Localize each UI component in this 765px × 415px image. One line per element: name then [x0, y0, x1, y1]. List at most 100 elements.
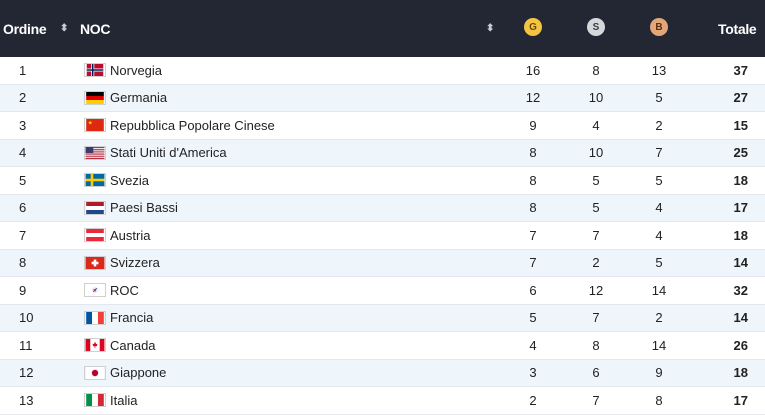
rank-cell: 8: [19, 255, 27, 271]
svg-text:★: ★: [88, 120, 93, 127]
table-row[interactable]: 13 Italia 2 7 8 17: [0, 387, 765, 415]
country-name[interactable]: Francia: [110, 310, 154, 326]
gold-count: 7: [529, 255, 537, 271]
bronze-count: 2: [655, 310, 663, 326]
rank-cell: 1: [19, 62, 27, 78]
bronze-medal-icon[interactable]: B: [650, 18, 668, 36]
country-name[interactable]: Canada: [110, 337, 156, 353]
rank-cell: 11: [19, 337, 33, 353]
silver-count: 7: [592, 310, 600, 326]
silver-count: 5: [592, 200, 600, 216]
table-row[interactable]: 8 Svizzera 7 2 5 14: [0, 249, 765, 277]
silver-medal-icon[interactable]: S: [587, 18, 605, 36]
gold-medal-icon[interactable]: G: [524, 18, 542, 36]
bronze-count: 5: [655, 172, 663, 188]
roc-flag-icon: [84, 283, 106, 298]
gold-count: 12: [525, 90, 541, 106]
germany-flag-icon: [84, 90, 106, 105]
netherlands-flag-icon: [84, 200, 106, 215]
country-name[interactable]: Svezia: [110, 172, 150, 188]
total-count: 25: [733, 145, 748, 161]
silver-count: 8: [592, 337, 600, 353]
rank-cell: 9: [19, 282, 27, 298]
header-rank[interactable]: Ordine: [3, 20, 47, 37]
total-count: 14: [733, 255, 748, 271]
country-name[interactable]: Repubblica Popolare Cinese: [110, 117, 275, 133]
country-name[interactable]: Italia: [110, 392, 138, 408]
country-name[interactable]: Stati Uniti d'America: [110, 145, 227, 161]
table-row[interactable]: 10 Francia 5 7 2 14: [0, 304, 765, 332]
table-header: Ordine ⬍ NOC ⬍ G S B Totale: [0, 0, 765, 57]
table-row[interactable]: 2 Germania 12 10 5 27: [0, 84, 765, 112]
gold-count: 16: [525, 62, 541, 78]
silver-count: 4: [592, 117, 600, 133]
rank-cell: 3: [19, 117, 27, 133]
country-name[interactable]: ROC: [110, 282, 139, 298]
table-row[interactable]: 3 ★ Repubblica Popolare Cinese 9 4 2 15: [0, 112, 765, 140]
table-row[interactable]: 9 ROC 6 12 14 32: [0, 277, 765, 305]
italy-flag-icon: [84, 393, 106, 408]
total-count: 26: [733, 337, 748, 353]
gold-count: 7: [529, 227, 537, 243]
rank-cell: 12: [19, 365, 34, 381]
rank-cell: 13: [19, 392, 34, 408]
silver-count: 8: [592, 62, 600, 78]
france-flag-icon: [84, 310, 106, 325]
header-total[interactable]: Totale: [718, 20, 757, 37]
usa-flag-icon: [84, 145, 106, 160]
total-count: 14: [733, 310, 748, 326]
austria-flag-icon: [84, 228, 106, 243]
bronze-count: 5: [655, 90, 663, 106]
bronze-count: 4: [655, 200, 663, 216]
sort-icon[interactable]: ⬍: [486, 23, 495, 34]
country-name[interactable]: Svizzera: [110, 255, 160, 271]
country-name[interactable]: Austria: [110, 227, 151, 243]
table-row[interactable]: 4 Stati Uniti d'America 8 10 7 25: [0, 139, 765, 167]
silver-count: 2: [592, 255, 600, 271]
country-name[interactable]: Norvegia: [110, 62, 163, 78]
total-count: 18: [733, 227, 748, 243]
total-count: 37: [733, 62, 748, 78]
table-row[interactable]: 12 Giappone 3 6 9 18: [0, 359, 765, 387]
bronze-count: 8: [655, 392, 663, 408]
bronze-count: 5: [655, 255, 663, 271]
bronze-count: 14: [651, 282, 667, 298]
bronze-count: 2: [655, 117, 663, 133]
country-name[interactable]: Paesi Bassi: [110, 200, 178, 216]
gold-count: 3: [529, 365, 537, 381]
total-count: 27: [733, 90, 748, 106]
rank-cell: 10: [19, 310, 34, 326]
rank-cell: 7: [19, 227, 27, 243]
gold-count: 8: [529, 172, 537, 188]
total-count: 18: [733, 365, 748, 381]
switzerland-flag-icon: [84, 255, 106, 270]
header-noc[interactable]: NOC: [80, 20, 111, 37]
silver-count: 10: [588, 145, 604, 161]
gold-count: 6: [529, 282, 537, 298]
silver-count: 12: [588, 282, 604, 298]
table-row[interactable]: 5 Svezia 8 5 5 18: [0, 167, 765, 195]
table-row[interactable]: 7 Austria 7 7 4 18: [0, 222, 765, 250]
country-name[interactable]: Giappone: [110, 365, 167, 381]
gold-count: 8: [529, 200, 537, 216]
bronze-count: 9: [655, 365, 663, 381]
silver-count: 7: [592, 392, 600, 408]
gold-count: 8: [529, 145, 537, 161]
table-body: 1 Norvegia 16 8 13 37 2 Germania 12 10 5 27 3 ★ Repubb…: [0, 57, 765, 415]
table-row[interactable]: 11 Canada 4 8 14 26: [0, 332, 765, 360]
country-name[interactable]: Germania: [110, 90, 168, 106]
bronze-count: 14: [651, 337, 667, 353]
gold-count: 2: [529, 392, 537, 408]
bronze-count: 7: [655, 145, 663, 161]
china-flag-icon: ★: [84, 118, 106, 133]
rank-cell: 6: [19, 200, 27, 216]
table-row[interactable]: 1 Norvegia 16 8 13 37: [0, 57, 765, 85]
gold-count: 4: [529, 337, 537, 353]
sweden-flag-icon: [84, 173, 106, 188]
silver-count: 6: [592, 365, 600, 381]
total-count: 18: [733, 172, 748, 188]
japan-flag-icon: [84, 365, 106, 380]
total-count: 32: [733, 282, 748, 298]
table-row[interactable]: 6 Paesi Bassi 8 5 4 17: [0, 194, 765, 222]
sort-icon[interactable]: ⬍: [60, 23, 69, 34]
